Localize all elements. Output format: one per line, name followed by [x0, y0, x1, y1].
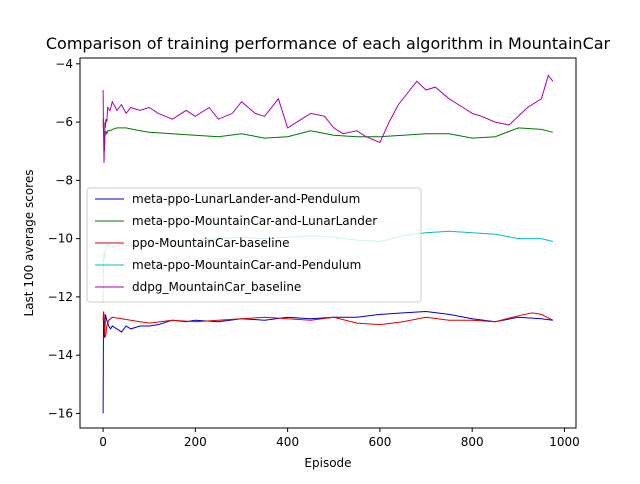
- legend-label-2: meta-ppo-MountainCar-and-LunarLander: [132, 214, 377, 228]
- legend-label-1: meta-ppo-LunarLander-and-Pendulum: [132, 192, 360, 206]
- x-tick-label: 600: [368, 435, 391, 449]
- series-line-3: [102, 311, 554, 338]
- x-tick-label: 1000: [549, 435, 580, 449]
- legend-label-5: ddpg_MountainCar_baseline: [132, 280, 301, 294]
- y-tick-label: −4: [55, 57, 73, 71]
- series-line-1: [102, 310, 553, 414]
- y-axis-label: Last 100 average scores: [22, 170, 36, 317]
- y-ticks: −16 −14 −12 −10 −8 −6 −4: [48, 57, 80, 420]
- y-tick-label: −10: [48, 232, 73, 246]
- y-tick-label: −8: [55, 173, 73, 187]
- axes-frame: [79, 57, 577, 429]
- legend-label-3: ppo-MountainCar-baseline: [132, 236, 290, 250]
- series-line-5: [102, 74, 554, 163]
- x-tick-label: 0: [99, 435, 107, 449]
- legend-label-4: meta-ppo-MountainCar-and-Pendulum: [132, 258, 361, 272]
- series-line-2: [102, 119, 554, 152]
- y-tick-label: −16: [48, 406, 73, 420]
- x-tick-label: 200: [184, 435, 207, 449]
- y-tick-label: −14: [48, 348, 73, 362]
- chart-title: Comparison of training performance of ea…: [46, 34, 611, 53]
- x-tick-label: 800: [461, 435, 484, 449]
- x-axis-label: Episode: [304, 456, 351, 470]
- y-tick-label: −6: [55, 115, 73, 129]
- legend: meta-ppo-LunarLander-and-Pendulum meta-pp…: [86, 187, 422, 303]
- x-tick-label: 400: [276, 435, 299, 449]
- x-ticks: 0 200 400 600 800 1000: [99, 428, 580, 449]
- legend-box: [86, 187, 422, 303]
- y-tick-label: −12: [48, 290, 73, 304]
